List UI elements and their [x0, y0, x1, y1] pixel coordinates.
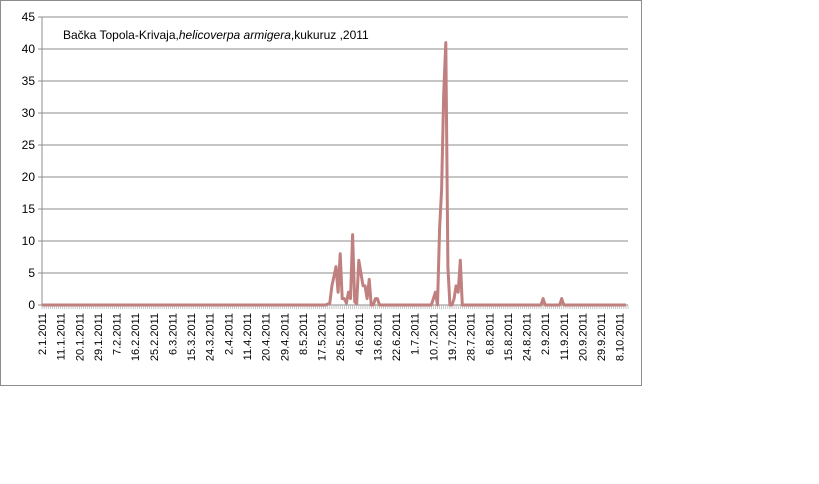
x-tick-label: 11.9.2011: [559, 313, 571, 360]
x-tick-label: 26.5.2011: [335, 313, 347, 361]
x-tick-label: 8.10.2011: [615, 313, 627, 361]
y-tick-label: 20: [22, 170, 36, 184]
x-tick-label: 2.1.2011: [37, 313, 49, 355]
series-line: [42, 41, 626, 307]
x-tick-label: 4.6.2011: [354, 313, 366, 355]
x-tick-label: 7.2.2011: [112, 313, 124, 355]
series-lines: [42, 41, 626, 307]
x-tick-label: 25.2.2011: [149, 313, 161, 361]
x-tick-label: 6.3.2011: [167, 313, 179, 355]
x-tick-label: 11.1.2011: [56, 313, 68, 360]
chart-title-part: helicoverpa armigera: [179, 28, 291, 42]
x-tick-label: 6.8.2011: [484, 313, 496, 355]
axes: [41, 17, 629, 309]
gridlines: [42, 16, 628, 274]
x-tick-label: 29.9.2011: [596, 313, 608, 361]
x-tick-label: 13.6.2011: [372, 313, 384, 361]
y-tick-label: 25: [22, 138, 36, 152]
x-tick-label: 11.4.2011: [242, 313, 254, 360]
x-tick-label: 24.3.2011: [205, 313, 217, 361]
y-tick-label: 5: [28, 266, 35, 280]
y-tick-label: 35: [22, 74, 36, 88]
y-axis-ticks: 0 5 10 15 20 25 30 35 40 45: [22, 10, 42, 312]
y-tick-label: 10: [22, 234, 36, 248]
y-tick-label: 45: [22, 10, 36, 24]
x-tick-label: 17.5.2011: [317, 313, 329, 361]
x-tick-label: 29.4.2011: [279, 313, 291, 361]
chart-area: 0 5 10 15 20 25 30 35 40 45 2.1.2011 11.1.2011 20.1…: [0, 0, 642, 386]
x-tick-label: 28.7.2011: [466, 313, 478, 361]
x-tick-label: 22.6.2011: [391, 313, 403, 361]
y-tick-label: 40: [22, 42, 36, 56]
chart-title-part: Bačka Topola-Krivaja,: [63, 28, 179, 42]
x-tick-label: 16.2.2011: [130, 313, 142, 361]
line-chart: 0 5 10 15 20 25 30 35 40 45 2.1.2011 11.1.2011 20.1…: [22, 10, 629, 361]
chart-title: Bačka Topola-Krivaja,helicoverpa armiger…: [63, 28, 369, 42]
x-tick-label: 19.7.2011: [447, 313, 459, 361]
x-tick-label: 10.7.2011: [428, 313, 440, 361]
x-tick-label: 2.9.2011: [540, 313, 552, 355]
y-tick-label: 0: [28, 298, 35, 312]
x-tick-label: 20.1.2011: [74, 313, 86, 361]
x-tick-label: 29.1.2011: [93, 313, 105, 361]
y-tick-label: 30: [22, 106, 36, 120]
x-tick-label: 24.8.2011: [522, 313, 534, 361]
y-tick-label: 15: [22, 202, 36, 216]
x-tick-label: 15.3.2011: [186, 313, 198, 361]
x-tick-label: 2.4.2011: [223, 313, 235, 355]
chart-title-part: ,kukuruz ,2011: [291, 28, 369, 42]
x-axis-ticks: 2.1.2011 11.1.2011 20.1.2011 29.1.2011 7.2.2…: [37, 313, 627, 361]
x-tick-label: 15.8.2011: [503, 313, 515, 361]
x-tick-label: 1.7.2011: [410, 313, 422, 355]
x-tick-label: 8.5.2011: [298, 313, 310, 355]
x-tick-label: 20.4.2011: [261, 313, 273, 361]
x-tick-label: 20.9.2011: [577, 313, 589, 361]
